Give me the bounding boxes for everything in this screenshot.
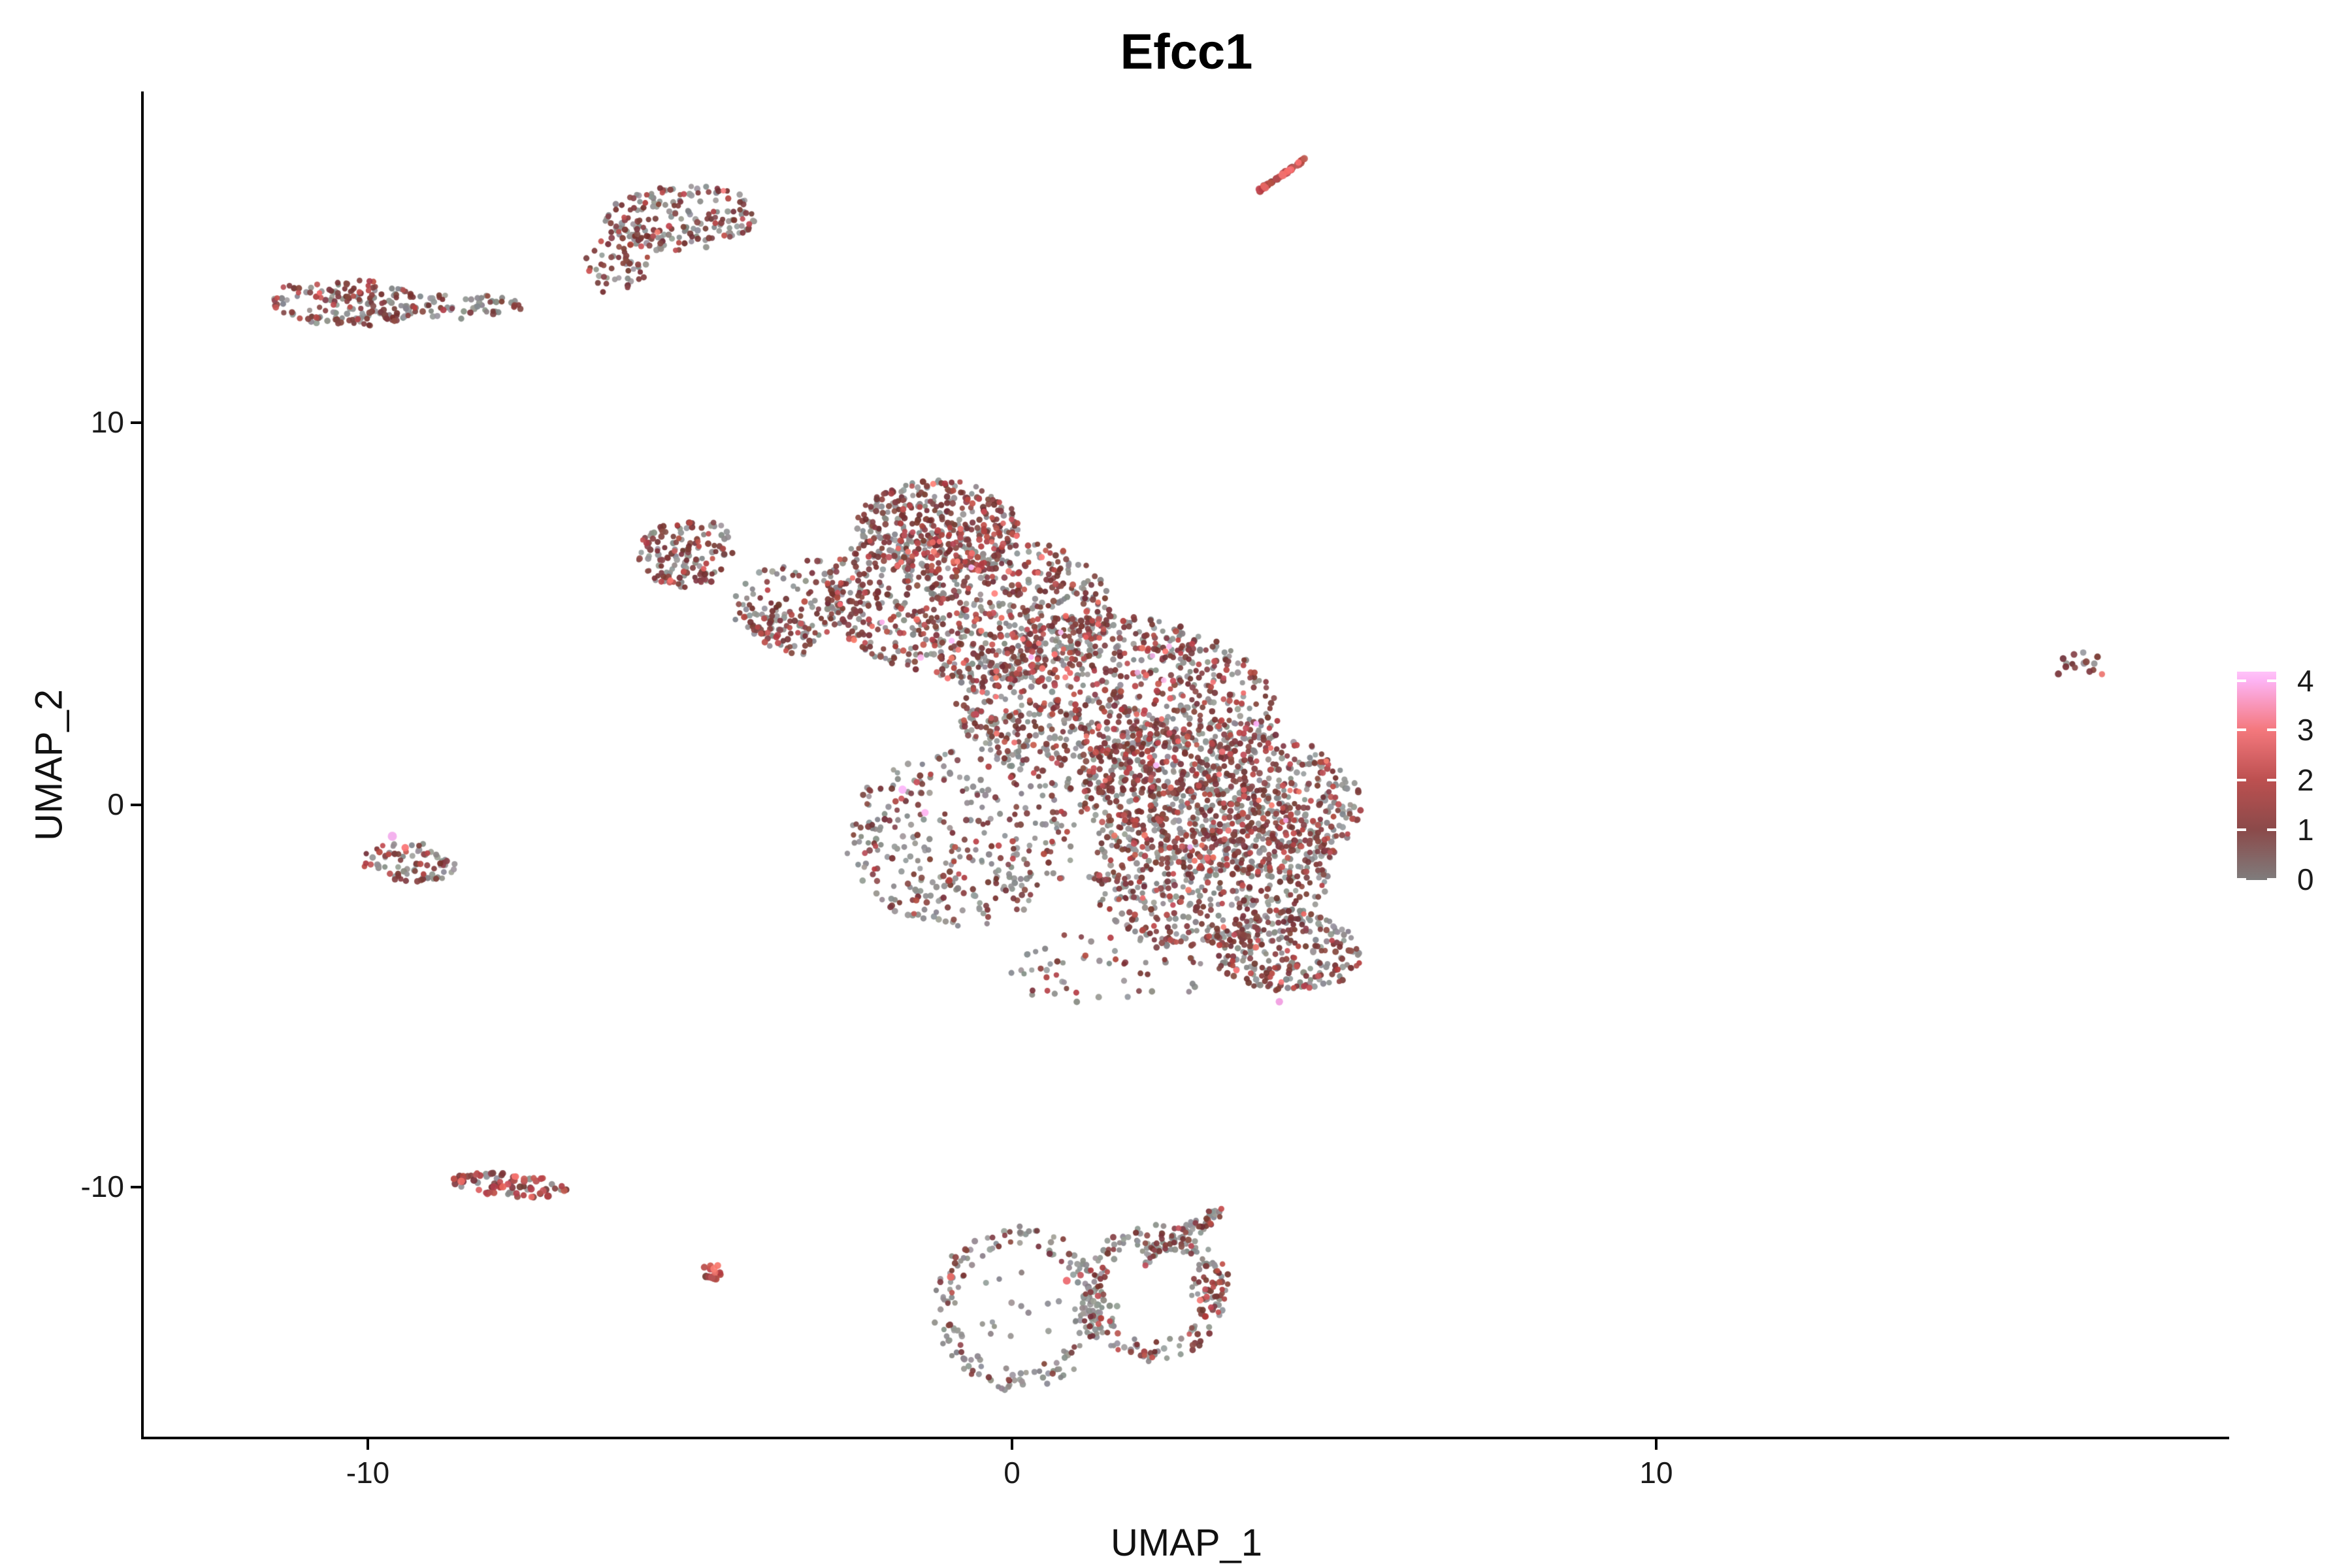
y-tick-mark — [131, 1186, 141, 1188]
x-tick-mark — [1011, 1439, 1013, 1450]
legend-tick-dash — [2267, 779, 2276, 781]
legend-tick-dash — [2267, 878, 2276, 881]
y-tick-mark — [131, 421, 141, 424]
x-tick-mark — [1655, 1439, 1658, 1450]
x-tick-label: -10 — [346, 1456, 390, 1490]
legend-tick-label: 4 — [2297, 664, 2314, 698]
x-tick-label: 10 — [1639, 1456, 1673, 1490]
legend-tick-label: 1 — [2297, 813, 2314, 847]
y-tick-label: 10 — [90, 405, 124, 439]
x-axis-line — [144, 1437, 2229, 1439]
legend-tick-label: 2 — [2297, 763, 2314, 797]
legend-tick-dash — [2237, 679, 2246, 682]
legend-tick-dash — [2237, 828, 2246, 831]
legend-tick-label: 0 — [2297, 862, 2314, 896]
x-tick-label: 0 — [1004, 1456, 1021, 1490]
legend-tick-dash — [2237, 878, 2246, 881]
legend-tick-dash — [2267, 728, 2276, 731]
legend-tick-dash — [2267, 679, 2276, 682]
legend-tick-dash — [2237, 728, 2246, 731]
y-tick-mark — [131, 804, 141, 806]
legend-tick-dash — [2267, 828, 2276, 831]
legend-tick-label: 3 — [2297, 713, 2314, 747]
legend-tick-dash — [2237, 779, 2246, 781]
y-axis-label: UMAP_2 — [27, 689, 71, 841]
y-axis-line — [141, 91, 144, 1439]
y-tick-label: 0 — [107, 787, 124, 821]
legend-gradient-bar — [2237, 672, 2276, 880]
x-tick-mark — [367, 1439, 369, 1450]
x-axis-label: UMAP_1 — [1110, 1522, 1263, 1564]
plot-title: Efcc1 — [1120, 24, 1253, 80]
y-tick-label: -10 — [80, 1169, 124, 1203]
